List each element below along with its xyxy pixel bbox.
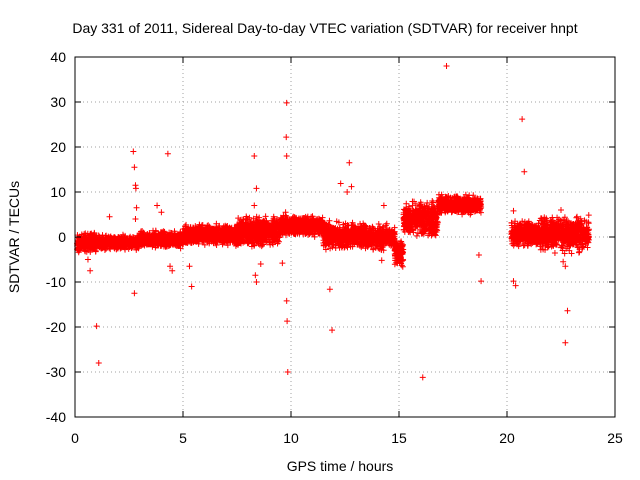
data-point — [110, 237, 117, 244]
data-point — [100, 244, 107, 251]
data-point — [88, 233, 95, 240]
data-points — [74, 63, 592, 381]
data-point — [124, 235, 131, 242]
data-point — [81, 247, 88, 254]
data-point — [87, 248, 94, 255]
data-point — [81, 241, 88, 248]
data-point — [383, 220, 390, 227]
data-point — [128, 238, 135, 245]
data-point — [403, 200, 410, 207]
data-point — [82, 238, 89, 245]
data-point — [82, 230, 89, 237]
data-point — [133, 244, 140, 251]
data-point — [81, 234, 88, 241]
data-point — [96, 233, 103, 240]
data-point — [103, 238, 110, 245]
data-point — [86, 240, 93, 247]
data-point — [80, 233, 87, 240]
data-point — [76, 247, 83, 254]
data-point — [106, 244, 113, 251]
data-point — [121, 241, 128, 248]
data-point — [95, 242, 102, 249]
data-point — [103, 234, 110, 241]
data-point — [375, 220, 382, 227]
data-point — [121, 243, 128, 250]
data-point — [84, 243, 91, 250]
data-point — [94, 241, 101, 248]
data-point — [112, 241, 119, 248]
data-point — [76, 236, 83, 243]
data-point — [92, 248, 99, 255]
